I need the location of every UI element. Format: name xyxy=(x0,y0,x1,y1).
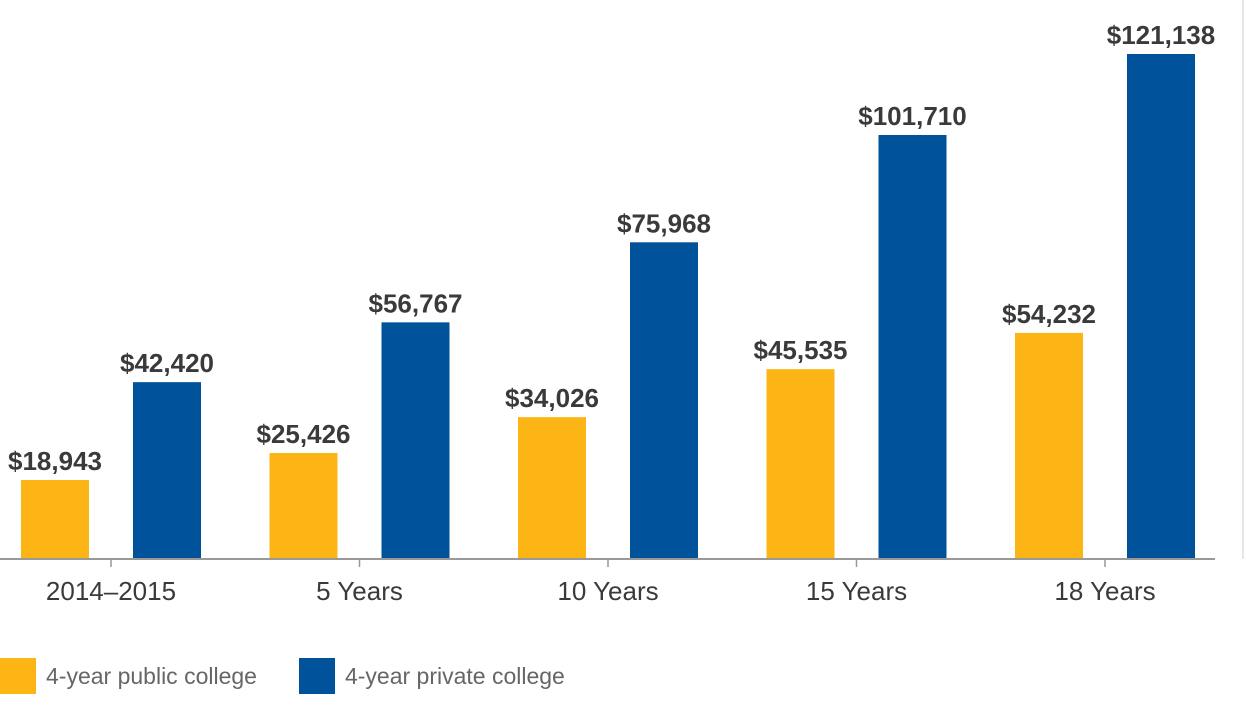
legend: 4-year public college 4-year private col… xyxy=(0,656,607,696)
x-tick-label-3: 15 Years xyxy=(806,576,907,606)
data-label-public-4: $54,232 xyxy=(1002,299,1096,329)
x-tick-label-1: 5 Years xyxy=(316,576,403,606)
data-label-public-2: $34,026 xyxy=(505,383,599,413)
bar-public-0 xyxy=(21,480,89,559)
legend-swatch-public xyxy=(0,658,36,694)
legend-label-private: 4-year private college xyxy=(344,662,565,689)
bar-private-3 xyxy=(878,134,947,559)
legend-swatch-private xyxy=(298,658,335,694)
x-tick-label-2: 10 Years xyxy=(557,576,658,606)
data-label-public-0: $18,943 xyxy=(8,446,102,476)
bar-public-1 xyxy=(269,453,338,559)
data-label-private-4: $121,138 xyxy=(1107,20,1215,50)
bar-private-0 xyxy=(133,382,201,559)
data-label-public-3: $45,535 xyxy=(754,335,848,365)
data-label-private-0: $42,420 xyxy=(120,348,214,378)
bar-private-1 xyxy=(381,322,450,559)
bar-private-2 xyxy=(630,242,698,559)
bar-public-3 xyxy=(766,369,835,559)
x-tick-label-0: 2014–2015 xyxy=(46,576,176,606)
data-label-private-3: $101,710 xyxy=(858,101,966,131)
data-label-private-2: $75,968 xyxy=(617,208,711,238)
bar-public-4 xyxy=(1015,332,1083,559)
data-label-public-1: $25,426 xyxy=(257,419,351,449)
bar-public-2 xyxy=(518,417,586,559)
bar-private-4 xyxy=(1127,54,1195,559)
legend-item-private: 4-year private college xyxy=(298,658,565,694)
bar-chart: $18,943 $42,420 2014–2015 $25,426 $56,767 5 Y… xyxy=(0,0,1244,606)
legend-item-public: 4-year public college xyxy=(0,658,257,694)
data-label-private-1: $56,767 xyxy=(369,288,463,318)
x-tick-label-4: 18 Years xyxy=(1054,576,1155,606)
legend-label-public: 4-year public college xyxy=(46,662,257,689)
